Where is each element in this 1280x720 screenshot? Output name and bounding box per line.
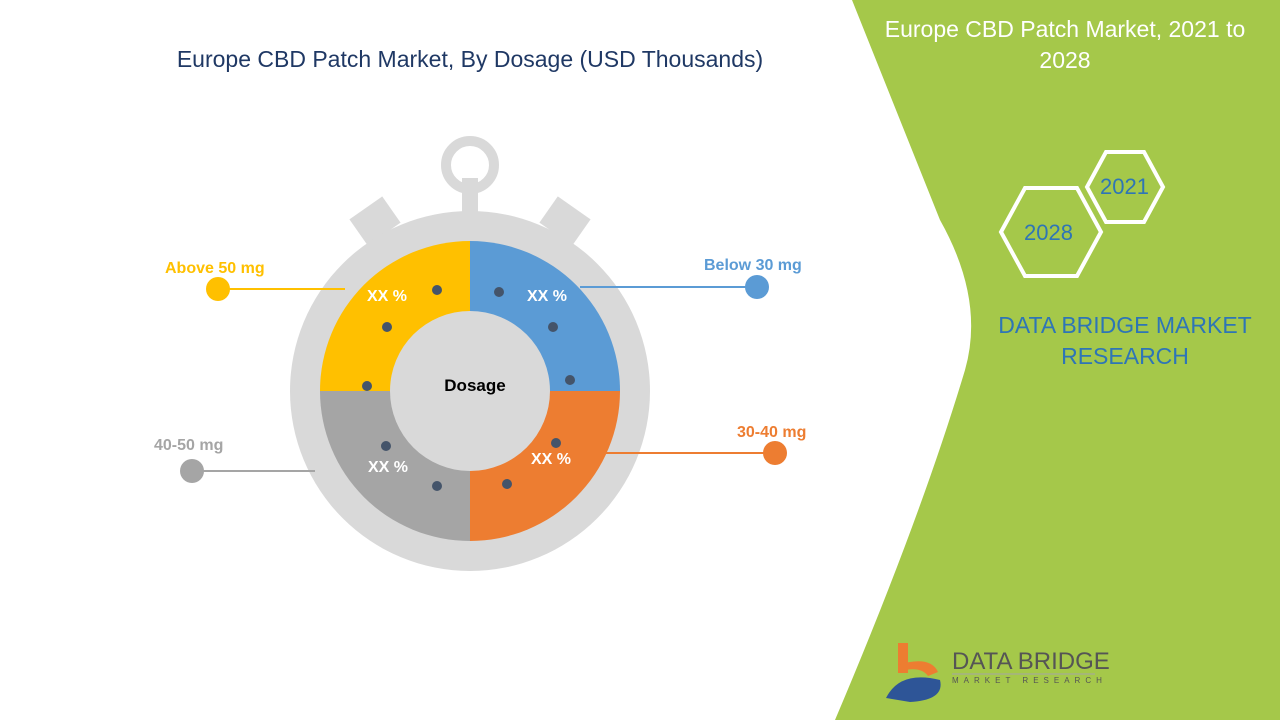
hex-year-2028: 2028: [1024, 220, 1073, 245]
slice-label-below-30: Below 30 mg: [704, 257, 802, 274]
leader-end-dot: [745, 275, 769, 299]
center-circle: [390, 311, 550, 471]
decorative-dot: [432, 481, 442, 491]
decorative-dot: [502, 479, 512, 489]
slice-label-above-50: Above 50 mg: [165, 260, 265, 277]
slice-value-below-30: XX %: [527, 288, 568, 305]
leader-end-dot: [763, 441, 787, 465]
decorative-dot: [432, 285, 442, 295]
slice-value-30-40: XX %: [531, 451, 572, 468]
chart-title: Europe CBD Patch Market, By Dosage (USD …: [176, 46, 764, 72]
slice-label-40-50: 40-50 mg: [154, 437, 224, 454]
slice-value-40-50: XX %: [368, 459, 409, 476]
logo-mark: [886, 643, 941, 702]
brand-name: DATA BRIDGE MARKET RESEARCH: [998, 312, 1252, 369]
decorative-dot: [381, 441, 391, 451]
hexagon-2021: [1084, 150, 1166, 224]
hexagon-2028: [998, 186, 1104, 278]
decorative-dot: [362, 381, 372, 391]
slice-label-30-40: 30-40 mg: [737, 424, 807, 441]
leader-end-dot: [206, 277, 230, 301]
hex-year-2021: 2021: [1100, 174, 1149, 199]
decorative-dot: [494, 287, 504, 297]
logo-tagline: MARKET RESEARCH: [952, 676, 1107, 685]
decorative-dot: [382, 322, 392, 332]
leader-end-dot: [180, 459, 204, 483]
decorative-dot: [548, 322, 558, 332]
logo-name: DATA BRIDGE: [952, 648, 1110, 675]
side-panel-title: Europe CBD Patch Market, 2021 to 2028: [884, 16, 1246, 73]
green-side-panel: [835, 0, 1280, 720]
slice-value-above-50: XX %: [367, 288, 408, 305]
decorative-dot: [565, 375, 575, 385]
center-label: Dosage: [444, 376, 506, 395]
decorative-dot: [551, 438, 561, 448]
